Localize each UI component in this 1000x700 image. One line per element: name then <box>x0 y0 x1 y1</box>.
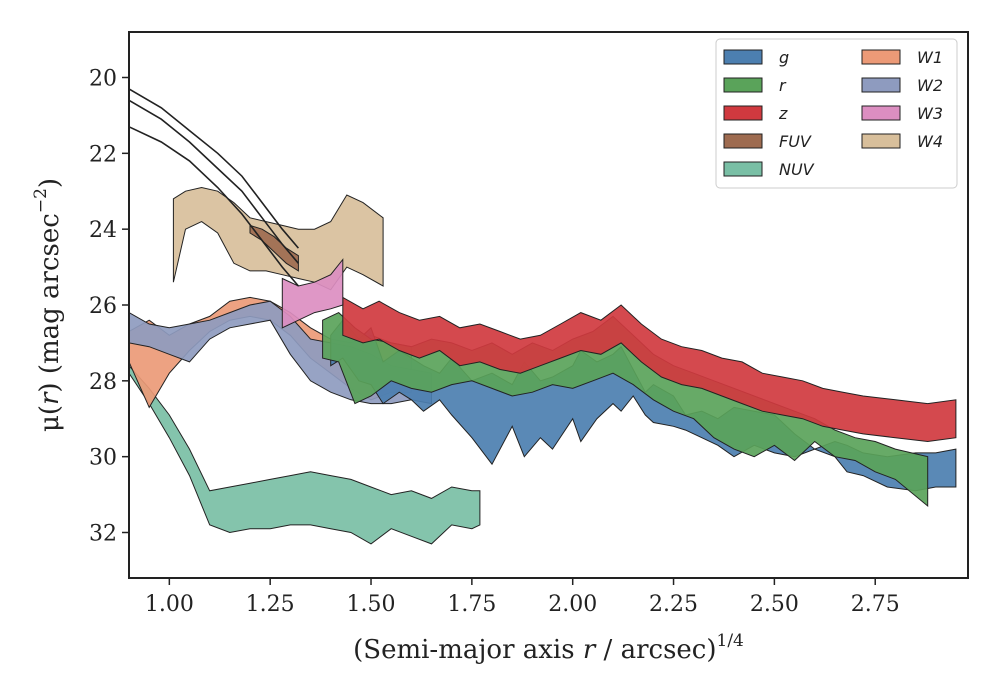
legend-swatch <box>723 161 763 177</box>
x-axis: 1.00 1.25 1.50 1.75 2.00 2.25 2.50 2.75 <box>145 578 900 617</box>
y-axis-label: μ(r) (mag arcsec−2) <box>31 178 65 432</box>
y-tick-label: 26 <box>89 294 117 319</box>
y-axis: 20 22 24 26 28 30 32 <box>89 67 129 547</box>
legend-label: FUV <box>779 132 812 151</box>
x-tick-label: 2.00 <box>548 592 597 617</box>
inner-line-2 <box>129 99 300 264</box>
legend-label: g <box>779 48 789 67</box>
legend-swatch <box>723 105 763 121</box>
inner-lines <box>129 88 300 287</box>
legend-swatch <box>723 49 763 65</box>
legend-swatch <box>861 77 901 93</box>
x-tick-label: 2.25 <box>649 592 698 617</box>
legend-label: W2 <box>917 76 943 95</box>
x-tick-label: 1.75 <box>447 592 496 617</box>
x-tick-label: 1.00 <box>145 592 194 617</box>
inner-line-1 <box>129 88 300 249</box>
y-tick-label: 32 <box>89 522 117 547</box>
legend-label: r <box>779 76 787 95</box>
band-w3 <box>281 258 344 329</box>
band-fuv <box>249 224 299 272</box>
x-tick-label: 2.75 <box>851 592 900 617</box>
band-z <box>342 296 957 443</box>
y-tick-label: 20 <box>89 67 117 92</box>
legend-label: W4 <box>917 132 943 151</box>
legend-label: W1 <box>917 48 943 67</box>
x-tick-label: 1.25 <box>246 592 295 617</box>
plot-area <box>129 88 957 545</box>
legend-swatch <box>723 77 763 93</box>
series-layer <box>129 186 957 545</box>
legend-label: NUV <box>779 160 815 179</box>
legend: grz FUV NUV W1 W2 W3 W4 <box>715 38 958 189</box>
legend-swatch <box>723 133 763 149</box>
x-axis-label: (Semi-major axis r / arcsec)1/4 <box>353 631 744 665</box>
y-tick-label: 28 <box>89 370 117 395</box>
x-tick-label: 2.50 <box>750 592 799 617</box>
legend-swatch <box>861 49 901 65</box>
legend-swatch <box>861 133 901 149</box>
legend-swatch <box>861 105 901 121</box>
legend-label: z <box>778 104 788 123</box>
legend-label: W3 <box>917 104 943 123</box>
band-nuv <box>129 364 481 545</box>
y-tick-label: 22 <box>89 142 117 167</box>
legend-box <box>715 38 958 189</box>
inner-line-3 <box>129 126 300 287</box>
y-tick-label: 24 <box>89 218 117 243</box>
x-tick-label: 1.50 <box>347 592 396 617</box>
y-tick-label: 30 <box>89 446 117 471</box>
